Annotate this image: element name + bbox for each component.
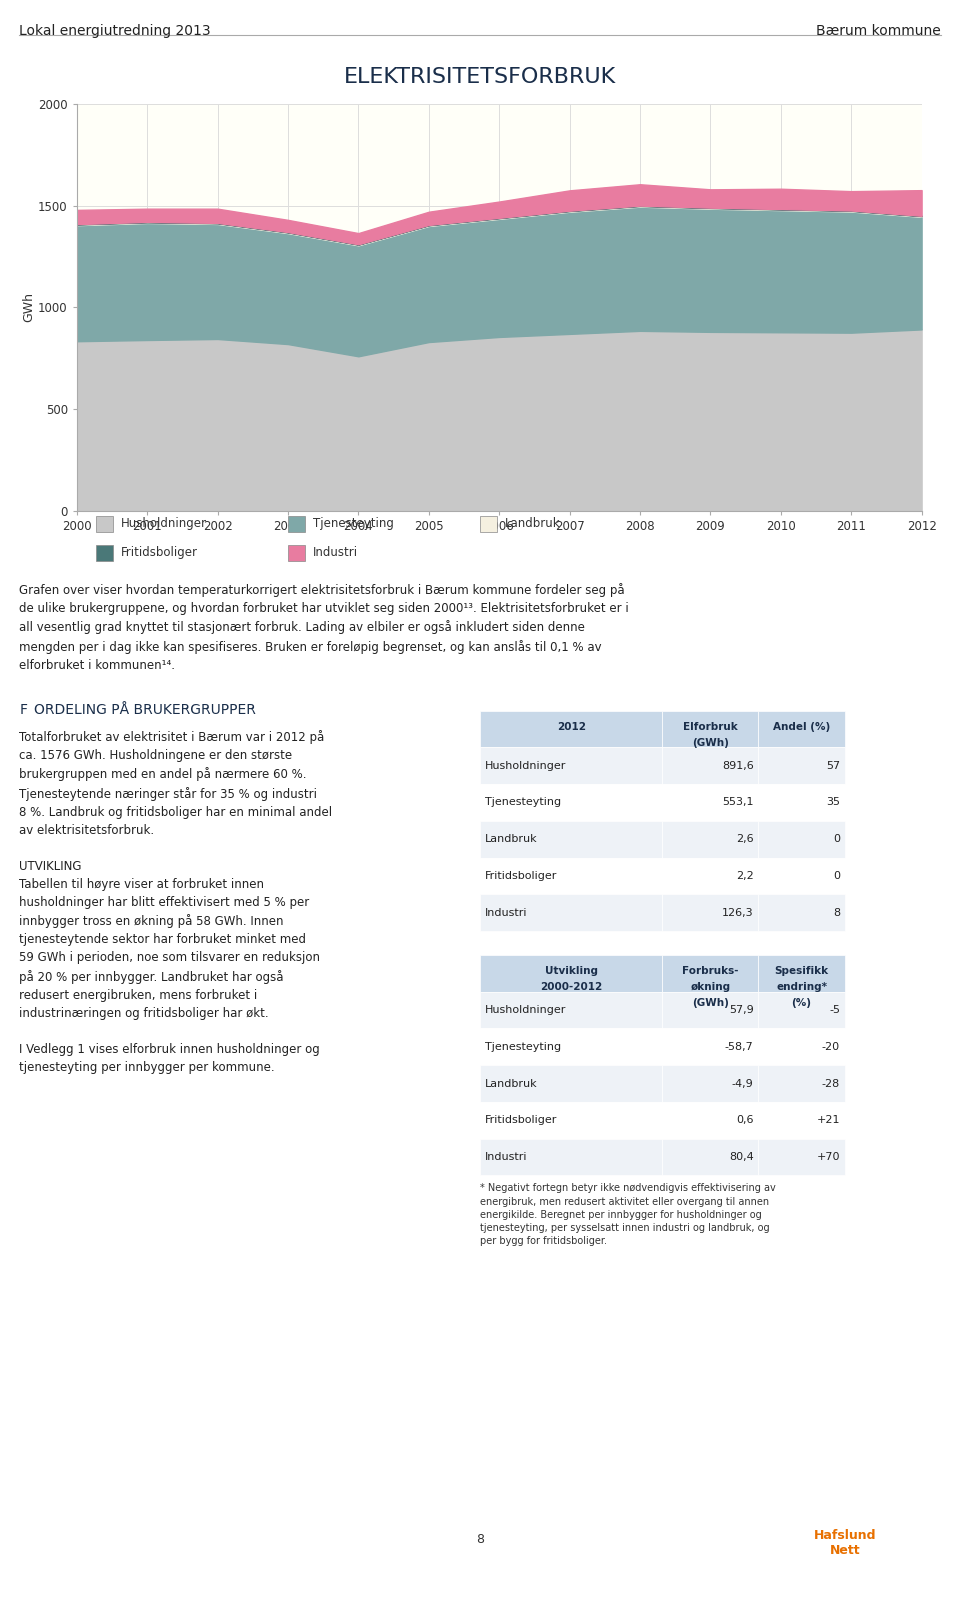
Text: 2000-2012: 2000-2012 bbox=[540, 982, 602, 992]
Text: Lokal energiutredning 2013: Lokal energiutredning 2013 bbox=[19, 24, 211, 38]
Text: Spesifikk: Spesifikk bbox=[775, 966, 828, 976]
Text: Husholdninger: Husholdninger bbox=[485, 760, 566, 771]
Text: Elforbruk: Elforbruk bbox=[683, 722, 738, 731]
Text: -28: -28 bbox=[822, 1078, 840, 1089]
Text: +21: +21 bbox=[817, 1115, 840, 1126]
Text: 35: 35 bbox=[826, 797, 840, 808]
Text: Industri: Industri bbox=[485, 907, 527, 918]
Text: 0: 0 bbox=[833, 870, 840, 882]
Text: Industri: Industri bbox=[485, 1151, 527, 1163]
Text: 80,4: 80,4 bbox=[729, 1151, 754, 1163]
Text: 57,9: 57,9 bbox=[729, 1005, 754, 1016]
Text: (%): (%) bbox=[792, 998, 811, 1008]
Text: 0: 0 bbox=[833, 834, 840, 845]
Text: Tjenesteyting: Tjenesteyting bbox=[313, 517, 394, 530]
Text: Forbruks-: Forbruks- bbox=[683, 966, 738, 976]
Text: 8: 8 bbox=[833, 907, 840, 918]
Text: 553,1: 553,1 bbox=[722, 797, 754, 808]
Text: Landbruk: Landbruk bbox=[485, 834, 538, 845]
Text: Husholdninger: Husholdninger bbox=[485, 1005, 566, 1016]
Y-axis label: GWh: GWh bbox=[22, 292, 36, 323]
Text: ELEKTRISITETSFORBRUK: ELEKTRISITETSFORBRUK bbox=[344, 67, 616, 88]
Text: Tjenesteyting: Tjenesteyting bbox=[485, 797, 561, 808]
Text: Industri: Industri bbox=[313, 546, 358, 559]
Text: F: F bbox=[19, 703, 27, 717]
Text: -58,7: -58,7 bbox=[725, 1041, 754, 1052]
Text: Husholdninger: Husholdninger bbox=[121, 517, 207, 530]
Text: Grafen over viser hvordan temperaturkorrigert elektrisitetsforbruk i Bærum kommu: Grafen over viser hvordan temperaturkorr… bbox=[19, 583, 629, 672]
Text: 126,3: 126,3 bbox=[722, 907, 754, 918]
Text: 891,6: 891,6 bbox=[722, 760, 754, 771]
Text: økning: økning bbox=[690, 982, 731, 992]
Text: 57: 57 bbox=[826, 760, 840, 771]
Text: Landbruk: Landbruk bbox=[485, 1078, 538, 1089]
Text: -5: -5 bbox=[829, 1005, 840, 1016]
Text: 2012: 2012 bbox=[557, 722, 586, 731]
Text: Utvikling: Utvikling bbox=[544, 966, 598, 976]
Text: +70: +70 bbox=[817, 1151, 840, 1163]
Text: ORDELING PÅ BRUKERGRUPPER: ORDELING PÅ BRUKERGRUPPER bbox=[34, 703, 255, 717]
Text: Bærum kommune: Bærum kommune bbox=[816, 24, 941, 38]
Text: (GWh): (GWh) bbox=[692, 738, 729, 747]
Text: 2,2: 2,2 bbox=[736, 870, 754, 882]
Text: 2,6: 2,6 bbox=[736, 834, 754, 845]
Text: Totalforbruket av elektrisitet i Bærum var i 2012 på
ca. 1576 GWh. Husholdningen: Totalforbruket av elektrisitet i Bærum v… bbox=[19, 730, 332, 1073]
Text: Fritidsboliger: Fritidsboliger bbox=[121, 546, 198, 559]
Text: Fritidsboliger: Fritidsboliger bbox=[485, 1115, 557, 1126]
Text: Landbruk: Landbruk bbox=[505, 517, 561, 530]
Text: Tjenesteyting: Tjenesteyting bbox=[485, 1041, 561, 1052]
Text: (GWh): (GWh) bbox=[692, 998, 729, 1008]
Text: * Negativt fortegn betyr ikke nødvendigvis effektivisering av
energibruk, men re: * Negativt fortegn betyr ikke nødvendigv… bbox=[480, 1183, 776, 1246]
Text: endring*: endring* bbox=[776, 982, 828, 992]
Text: 8: 8 bbox=[476, 1533, 484, 1546]
Text: Fritidsboliger: Fritidsboliger bbox=[485, 870, 557, 882]
Text: -4,9: -4,9 bbox=[732, 1078, 754, 1089]
Text: Andel (%): Andel (%) bbox=[773, 722, 830, 731]
Text: -20: -20 bbox=[822, 1041, 840, 1052]
Text: 0,6: 0,6 bbox=[736, 1115, 754, 1126]
Text: Hafslund
Nett: Hafslund Nett bbox=[813, 1528, 876, 1557]
